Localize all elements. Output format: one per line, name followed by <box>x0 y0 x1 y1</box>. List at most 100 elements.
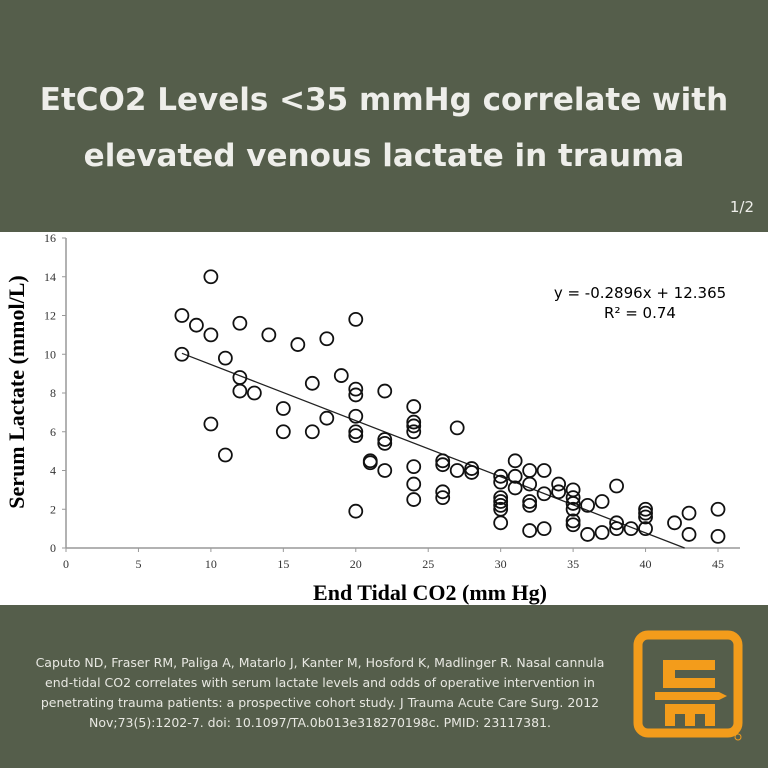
data-point <box>319 410 335 426</box>
data-point <box>203 327 219 343</box>
data-point <box>203 416 219 432</box>
y-tick-label: 0 <box>50 541 56 555</box>
data-point <box>348 311 364 327</box>
data-point <box>536 521 552 537</box>
data-point <box>406 476 422 492</box>
data-point <box>565 517 581 533</box>
x-tick-label: 45 <box>712 557 724 571</box>
data-point <box>522 494 538 509</box>
data-point <box>551 484 567 500</box>
data-point <box>594 494 610 509</box>
data-point <box>188 317 204 333</box>
x-tick-label: 0 <box>63 557 69 571</box>
data-point <box>275 401 291 416</box>
y-tick-label: 16 <box>44 232 56 245</box>
data-point <box>609 521 624 537</box>
x-tick-label: 30 <box>495 557 507 571</box>
x-tick-label: 5 <box>135 557 141 571</box>
x-tick-label: 40 <box>640 557 652 571</box>
data-point <box>493 474 509 490</box>
data-point <box>551 476 567 492</box>
trendline <box>181 352 685 549</box>
data-point <box>638 501 653 517</box>
data-point <box>232 315 248 331</box>
y-axis-title: Serum Lactate (mmol/L) <box>4 275 29 508</box>
title-line-2: elevated venous lactate in trauma <box>83 138 685 174</box>
x-tick-label: 10 <box>205 557 217 571</box>
y-tick-label: 4 <box>50 464 56 478</box>
data-point <box>507 468 523 484</box>
r-squared-label: R² = 0.74 <box>604 304 676 322</box>
citation: Caputo ND, Fraser RM, Paliga A, Matarlo … <box>35 655 605 730</box>
data-point <box>435 453 451 469</box>
data-point <box>580 497 595 513</box>
data-point <box>406 418 422 434</box>
x-tick-label: 15 <box>277 557 289 571</box>
cm-logo <box>633 630 743 741</box>
data-point <box>565 501 581 517</box>
x-axis-title: End Tidal CO2 (mm Hg) <box>313 580 547 605</box>
data-point <box>377 463 393 478</box>
data-point <box>464 465 480 480</box>
data-point <box>565 513 581 529</box>
trendline-equation: y = -0.2896x + 12.365 <box>554 284 726 302</box>
data-point <box>609 478 624 494</box>
data-point <box>565 482 581 498</box>
data-point <box>435 484 451 500</box>
y-tick-label: 8 <box>50 386 56 400</box>
header-band: EtCO2 Levels <35 mmHg correlate with ele… <box>0 0 768 232</box>
data-point <box>681 527 697 542</box>
data-point <box>362 455 378 471</box>
data-point <box>623 521 639 537</box>
data-point <box>261 327 277 343</box>
y-tick-label: 10 <box>44 347 56 361</box>
data-point <box>449 463 465 478</box>
y-tick-label: 14 <box>44 270 56 284</box>
data-point <box>246 385 262 401</box>
data-point <box>348 408 364 424</box>
data-point <box>522 523 538 538</box>
data-point <box>333 368 349 383</box>
data-point <box>493 468 509 484</box>
data-point <box>377 383 393 399</box>
data-point <box>493 515 509 531</box>
data-point <box>406 414 422 430</box>
data-point <box>174 346 190 362</box>
data-point <box>406 459 422 475</box>
x-tick-label: 35 <box>567 557 579 571</box>
data-point <box>377 432 393 447</box>
data-point <box>304 424 320 440</box>
data-point <box>232 383 248 399</box>
data-point <box>710 528 726 544</box>
data-point <box>304 375 320 391</box>
data-point <box>681 505 697 521</box>
data-point <box>507 453 523 469</box>
data-point <box>638 505 653 521</box>
data-point <box>435 457 451 473</box>
data-point <box>348 387 364 403</box>
data-point <box>348 424 364 440</box>
data-point <box>290 337 306 352</box>
data-point <box>464 461 480 476</box>
data-point <box>493 490 509 506</box>
data-point <box>319 331 335 347</box>
data-point <box>565 496 581 511</box>
page-indicator: 1/2 <box>729 198 754 216</box>
data-point <box>493 497 509 513</box>
data-point <box>217 447 233 463</box>
data-point <box>710 501 726 517</box>
data-point <box>594 525 610 540</box>
y-tick-label: 2 <box>50 502 56 516</box>
data-point <box>638 521 653 537</box>
data-point <box>522 497 538 513</box>
data-point <box>507 480 523 496</box>
data-point <box>609 515 624 531</box>
data-point <box>348 381 364 397</box>
data-point <box>536 486 552 502</box>
data-point <box>493 494 509 509</box>
data-point <box>174 308 190 323</box>
data-point <box>406 399 422 414</box>
data-point <box>275 424 291 440</box>
data-point <box>406 424 422 440</box>
scatter-plot: 0 5 10 15 20 25 30 35 40 45 0 2 4 6 8 10 12 14 16 y = -0.2… <box>4 231 740 605</box>
